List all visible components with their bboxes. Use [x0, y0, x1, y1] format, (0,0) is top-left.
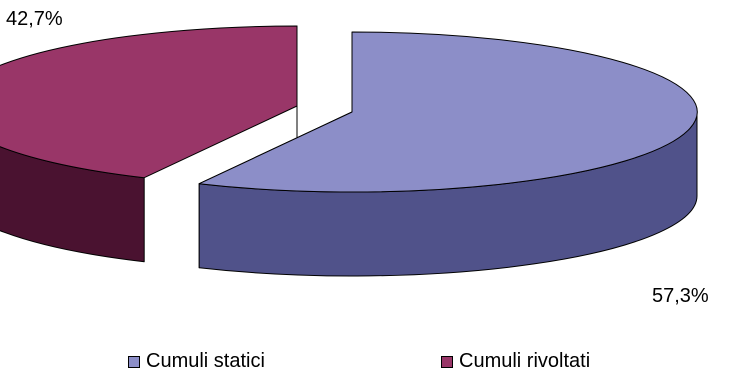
legend-label-cumuli-rivoltati: Cumuli rivoltati — [459, 350, 591, 372]
pie-slice-cumuli-rivoltati — [0, 25, 298, 179]
legend-swatch-cumuli-rivoltati — [441, 355, 453, 368]
legend-item-cumuli-rivoltati: Cumuli rivoltati — [441, 350, 590, 373]
pie-slice-cumuli-statici — [198, 31, 698, 193]
legend-swatch-cumuli-statici — [128, 355, 140, 368]
data-label-cumuli-statici: 57,3% — [652, 285, 709, 307]
data-label-cumuli-rivoltati: 42,7% — [6, 8, 63, 30]
legend-item-cumuli-statici: Cumuli statici — [128, 350, 265, 373]
legend-label-cumuli-statici: Cumuli statici — [146, 350, 265, 372]
